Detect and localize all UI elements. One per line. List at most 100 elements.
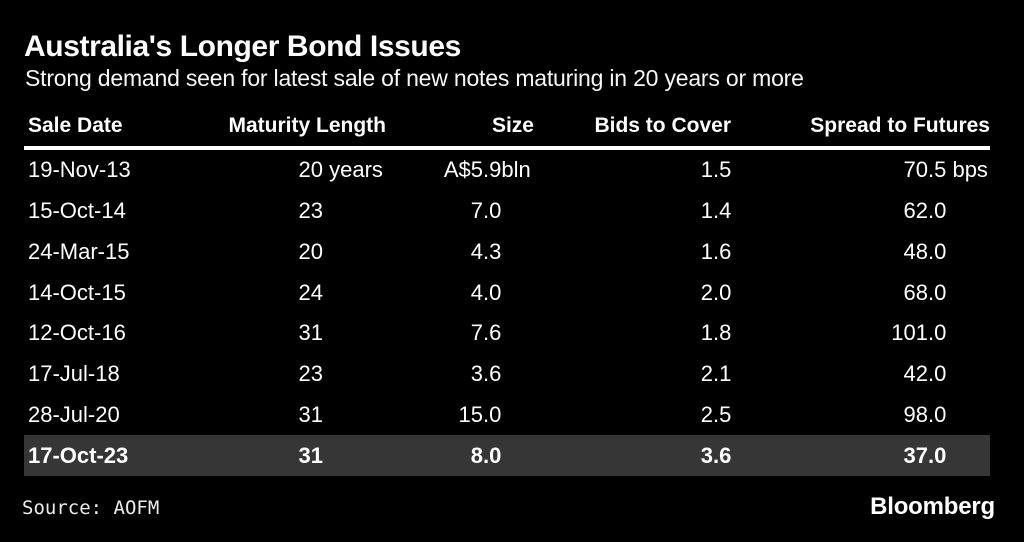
value-fraction-part: .4	[713, 198, 732, 224]
value-fraction-part	[323, 320, 386, 346]
cell-maturity-length: 31	[204, 320, 386, 346]
value-integer-part: 98	[903, 401, 928, 427]
value-fraction-part: .5	[713, 401, 732, 427]
value-integer-part: 31	[298, 320, 323, 346]
cell-spread-to-futures: 62.0	[731, 198, 990, 224]
value-integer-part: 7	[470, 320, 483, 346]
cell-maturity-length: 20	[204, 239, 386, 265]
cell-sale-date: 14-Oct-15	[28, 279, 126, 305]
cell-spread-to-futures: 42.0	[731, 361, 990, 387]
table-row: 14-Oct-15 24 4.0 2.0 68.0	[24, 272, 990, 313]
cell-sale-date: 17-Jul-18	[28, 361, 120, 387]
value-fraction-part: .0	[928, 361, 947, 387]
cell-spread-to-futures: 48.0	[731, 239, 990, 265]
cell-size: 4.0	[386, 280, 534, 306]
cell-size: 3.6	[386, 361, 534, 387]
value-integer-part: 37	[903, 442, 928, 468]
value-integer-part: 2	[700, 401, 713, 427]
column-header-maturity-length: Maturity Length	[228, 114, 387, 137]
cell-spread-to-futures: 37.0	[731, 443, 990, 469]
value-fraction-part: .6	[713, 442, 732, 468]
cell-bids-to-cover: 1.6	[534, 238, 732, 265]
value-fraction-part: .0	[928, 320, 947, 346]
chart-subtitle: Strong demand seen for latest sale of ne…	[25, 65, 804, 91]
table-row: 19-Nov-13 20 years A$5.9bln 1.5 70.5 bps	[24, 150, 990, 191]
table-header-row: Sale Date Maturity Length Size Bids to C…	[24, 106, 990, 146]
cell-sale-date: 15-Oct-14	[28, 198, 126, 224]
value-fraction-part: .6	[483, 320, 502, 346]
cell-spread-to-futures: 68.0	[731, 280, 990, 306]
value-integer-part: 68	[903, 279, 928, 305]
cell-bids-to-cover: 1.8	[534, 320, 732, 346]
value-integer-part: 23	[298, 198, 323, 224]
value-integer-part: 2	[700, 361, 713, 387]
value-integer-part: 42	[903, 361, 928, 387]
table-row: 12-Oct-16 31 7.6 1.8 101.0	[24, 313, 990, 354]
cell-size: 15.0	[386, 402, 534, 428]
value-fraction-part: .0	[928, 238, 947, 264]
value-fraction-part: .8	[713, 320, 732, 346]
table-body: 19-Nov-13 20 years A$5.9bln 1.5 70.5 bps 15-O…	[24, 150, 990, 476]
bond-table: Sale Date Maturity Length Size Bids to C…	[24, 106, 990, 476]
value-fraction-part: .0	[713, 279, 732, 305]
value-fraction-part	[323, 361, 386, 387]
cell-maturity-length: 31	[204, 402, 386, 428]
cell-size: 8.0	[386, 443, 534, 469]
value-integer-part: 20	[298, 238, 323, 264]
header-rule	[24, 146, 990, 150]
cell-spread-to-futures: 101.0	[731, 320, 990, 346]
value-integer-part: 1	[700, 157, 713, 183]
value-integer-part: 1	[700, 320, 713, 346]
cell-maturity-length: 23	[204, 361, 386, 387]
value-fraction-part: .0	[483, 198, 502, 224]
cell-size: A$5.9bln	[386, 157, 534, 183]
value-integer-part: 23	[298, 361, 323, 387]
bloomberg-logo: Bloomberg	[870, 493, 995, 520]
cell-bids-to-cover: 1.5	[534, 157, 732, 183]
value-fraction-part: .3	[483, 238, 502, 264]
value-integer-part: 8	[470, 442, 483, 468]
value-integer-part: 3	[700, 442, 713, 468]
value-fraction-part: .0	[928, 279, 947, 305]
value-integer-part: 20	[298, 157, 323, 183]
value-fraction-part: .0	[928, 198, 947, 224]
value-fraction-part	[323, 402, 386, 428]
table-row: 17-Jul-18 23 3.6 2.1 42.0	[24, 354, 990, 395]
value-fraction-part: .9bln	[483, 157, 531, 183]
value-integer-part: 1	[700, 198, 713, 224]
value-integer-part: 15	[458, 401, 483, 427]
value-integer-part: 24	[298, 279, 323, 305]
value-fraction-part: years	[323, 157, 383, 183]
value-fraction-part: .6	[483, 361, 502, 387]
column-header-bids-to-cover: Bids to Cover	[594, 114, 731, 137]
source-label: Source: AOFM	[22, 497, 160, 519]
value-fraction-part: .0	[928, 401, 947, 427]
table-row: 15-Oct-14 23 7.0 1.4 62.0	[24, 191, 990, 232]
value-fraction-part: .0	[483, 401, 502, 427]
cell-spread-to-futures: 98.0	[731, 402, 990, 428]
value-fraction-part: .6	[713, 238, 732, 264]
column-header-size: Size	[491, 114, 534, 137]
column-header-spread-to-futures: Spread to Futures	[810, 114, 990, 137]
cell-bids-to-cover: 3.6	[534, 442, 732, 469]
value-integer-part: 1	[700, 238, 713, 264]
cell-sale-date: 12-Oct-16	[28, 320, 126, 346]
cell-bids-to-cover: 2.0	[534, 279, 732, 306]
value-integer-part: 62	[903, 198, 928, 224]
cell-size: 4.3	[386, 239, 534, 265]
cell-size: 7.0	[386, 198, 534, 224]
value-integer-part: 70	[903, 157, 928, 183]
value-integer-part: 7	[470, 198, 483, 224]
cell-sale-date: 17-Oct-23	[28, 442, 129, 468]
cell-bids-to-cover: 2.1	[534, 361, 732, 387]
chart-title: Australia's Longer Bond Issues	[24, 30, 461, 63]
value-fraction-part: .5	[713, 157, 732, 183]
table-row-highlighted: 17-Oct-23 31 8.0 3.6 37.0	[24, 435, 990, 476]
cell-sale-date: 24-Mar-15	[28, 238, 130, 264]
value-integer-part: A$5	[443, 157, 483, 183]
value-fraction-part	[323, 198, 386, 224]
value-fraction-part: .0	[928, 442, 947, 468]
value-fraction-part: .5 bps	[928, 157, 988, 183]
value-fraction-part	[323, 280, 386, 306]
